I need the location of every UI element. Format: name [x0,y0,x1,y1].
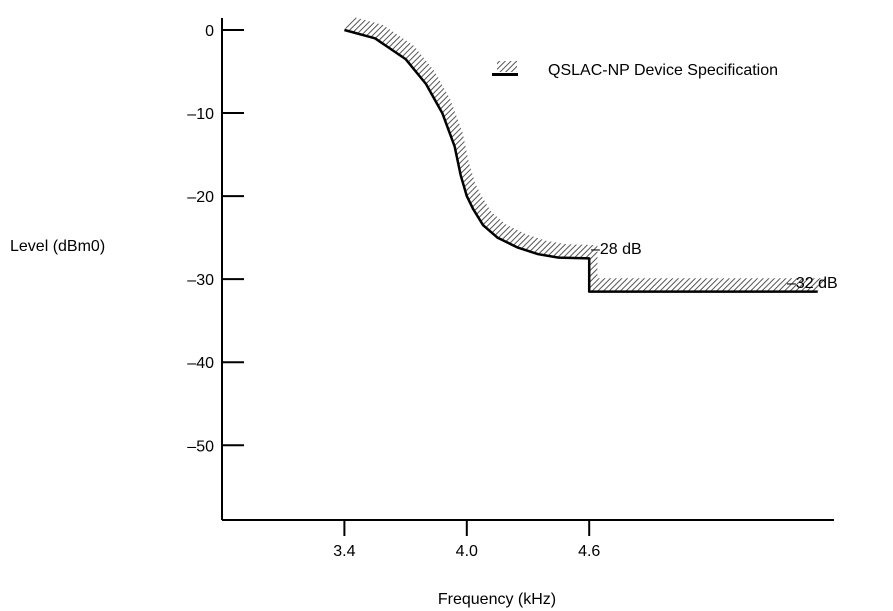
y-tick-label: 0 [205,23,214,40]
annotation-minus-32-db: –32 dB [787,275,838,292]
legend-line-swatch [492,73,518,76]
legend-hatch-swatch [497,61,517,72]
y-tick-label: –40 [187,355,214,372]
y-tick-label: –10 [187,106,214,123]
legend-label: QSLAC-NP Device Specification [548,62,778,79]
annotation-minus-28-db: –28 dB [591,241,642,258]
annotations: –28 dB –32 dB [591,241,838,292]
y-axis-ticks: 0 –10 –20 –30 –40 –50 [187,23,244,455]
y-tick-label: –50 [187,438,214,455]
specification-hatched-band [344,16,826,292]
y-tick-label: –20 [187,189,214,206]
specification-line [344,28,818,293]
x-tick-label: 3.4 [333,543,355,560]
x-tick-label: 4.6 [578,543,600,560]
y-tick-label: –30 [187,272,214,289]
specification-band-layer [344,16,826,292]
x-axis-label: Frequency (kHz) [438,591,556,608]
y-axis-label: Level (dBm0) [10,238,105,255]
x-tick-label: 4.0 [456,543,478,560]
specification-line-layer [344,28,818,293]
legend: QSLAC-NP Device Specification [492,61,778,79]
x-axis-ticks: 3.4 4.0 4.6 [333,520,600,560]
